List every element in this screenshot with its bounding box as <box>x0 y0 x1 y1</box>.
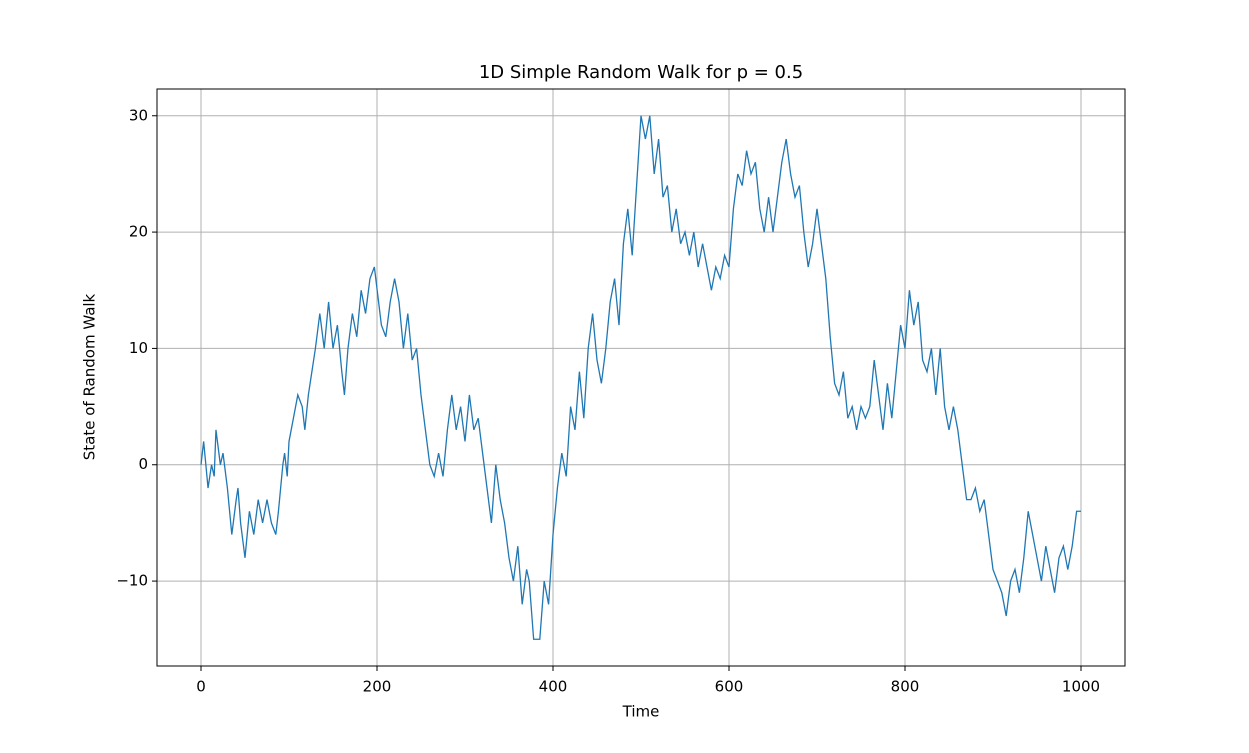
x-tick-label: 1000 <box>1062 678 1100 696</box>
walk-line <box>200 115 1081 640</box>
chart-title: 1D Simple Random Walk for p = 0.5 <box>479 62 803 83</box>
y-axis-label: State of Random Walk <box>81 293 99 460</box>
y-tick-label: 20 <box>129 223 148 241</box>
x-tick-label: 200 <box>363 678 392 696</box>
x-tick-label: 800 <box>891 678 920 696</box>
y-tick-label: 0 <box>138 455 148 473</box>
y-tick-label: −10 <box>116 572 148 590</box>
x-tick-label: 400 <box>539 678 568 696</box>
x-tick-label: 600 <box>715 678 744 696</box>
x-tick-label: 0 <box>196 678 206 696</box>
plot-frame <box>156 88 1126 667</box>
x-axis-label: Time <box>622 703 660 721</box>
y-tick-label: 30 <box>129 106 148 124</box>
y-tick-label: 10 <box>129 339 148 357</box>
